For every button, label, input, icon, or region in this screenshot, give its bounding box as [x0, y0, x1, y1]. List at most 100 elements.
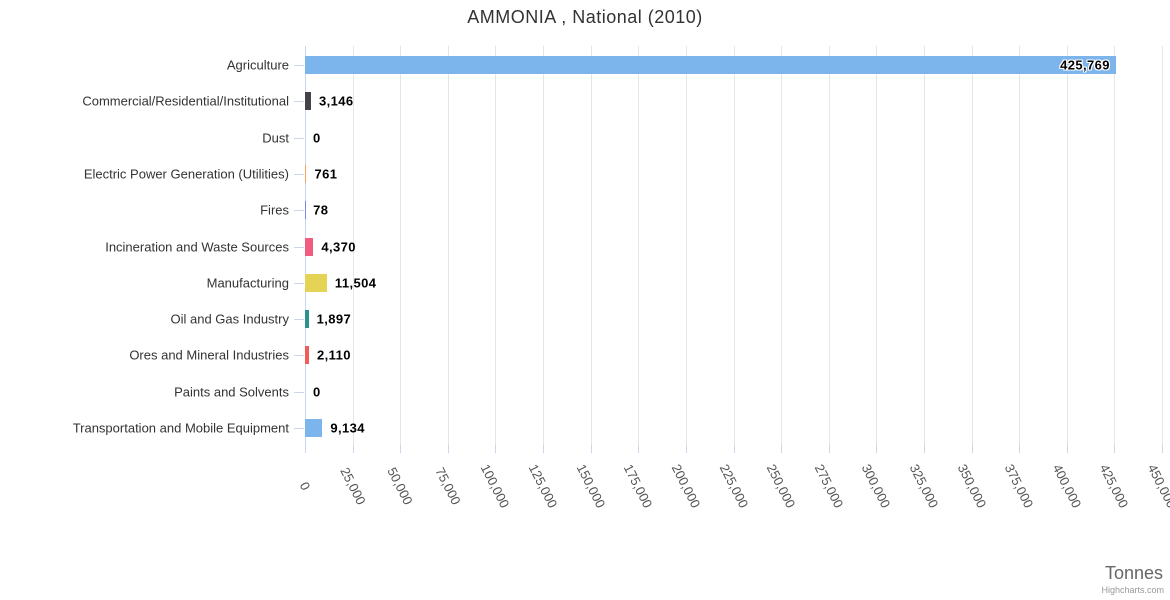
x-axis-tick	[685, 445, 687, 453]
category-tick	[294, 391, 304, 393]
category-label: Oil and Gas Industry	[170, 311, 290, 327]
x-axis-tick-label: 100,000	[478, 461, 513, 511]
grid-line	[923, 46, 925, 445]
category-tick	[294, 427, 304, 429]
x-axis-tick	[733, 445, 735, 453]
category-label: Agriculture	[226, 57, 289, 73]
x-axis-tick	[1162, 445, 1163, 453]
data-label: 2,110	[317, 347, 351, 363]
data-bar[interactable]	[305, 418, 323, 437]
x-axis-tick-label: 400,000	[1049, 461, 1085, 511]
category-label: Manufacturing	[206, 275, 289, 291]
x-axis-tick	[352, 445, 354, 453]
grid-line	[733, 46, 735, 445]
x-axis-tick	[876, 445, 878, 453]
x-axis-tick	[1019, 445, 1021, 453]
category-tick	[294, 282, 304, 284]
x-axis-tick-label: 50,000	[384, 464, 416, 508]
chart-title: AMMONIA , National (2010)	[467, 7, 703, 27]
x-axis-tick-label: 325,000	[906, 461, 942, 511]
category-label: Ores and Mineral Industries	[129, 347, 289, 363]
x-axis-tick-label: 175,000	[620, 461, 656, 511]
data-label: 11,504	[334, 275, 377, 291]
x-axis-tick-label: 350,000	[954, 461, 989, 511]
grid-line	[781, 46, 783, 445]
x-axis-tick-label: 450,000	[1144, 461, 1170, 511]
category-label: Commercial/Residential/Institutional	[82, 93, 289, 109]
data-label: 425,769	[1060, 57, 1110, 73]
data-label: 78	[313, 202, 329, 218]
x-axis-tick	[971, 445, 973, 453]
data-bar[interactable]	[305, 56, 1116, 75]
x-axis-tick-label: 275,000	[811, 461, 847, 511]
x-axis-tick-label: 25,000	[336, 464, 369, 508]
grid-line	[1114, 46, 1116, 445]
data-bar[interactable]	[305, 237, 314, 256]
grid-line	[971, 46, 973, 445]
data-bar[interactable]	[305, 310, 309, 329]
grid-line	[543, 46, 545, 445]
category-label: Incineration and Waste Sources	[105, 239, 289, 254]
data-bar[interactable]	[305, 164, 307, 183]
x-axis-tick	[1066, 445, 1068, 453]
data-label: 761	[314, 166, 338, 182]
x-axis-tick-label: 425,000	[1097, 461, 1132, 511]
grid-line	[638, 46, 640, 445]
x-axis-tick-label: 150,000	[573, 461, 609, 511]
category-tick	[294, 65, 304, 67]
data-label: 4,370	[321, 239, 356, 254]
data-label: 9,134	[330, 420, 365, 436]
x-axis-tick-label: 0	[296, 479, 314, 493]
category-tick	[294, 137, 304, 139]
x-axis-tick-label: 225,000	[716, 461, 751, 511]
grid-line	[1019, 46, 1021, 445]
x-axis-tick-label: 250,000	[763, 461, 799, 511]
grid-line	[352, 46, 354, 445]
data-bar[interactable]	[305, 92, 311, 111]
grid-line	[1162, 46, 1163, 445]
category-label: Electric Power Generation (Utilities)	[83, 166, 289, 182]
category-tick	[294, 355, 304, 357]
x-axis-tick	[923, 445, 925, 453]
x-axis-tick	[447, 445, 449, 453]
category-tick	[294, 246, 304, 248]
x-axis-tick-label: 125,000	[525, 461, 561, 511]
x-axis-tick-label: 75,000	[432, 464, 464, 508]
category-tick	[294, 319, 304, 321]
data-bar[interactable]	[305, 273, 327, 292]
category-tick	[294, 210, 304, 212]
x-axis-tick	[781, 445, 783, 453]
grid-line	[495, 46, 497, 445]
x-axis-tick-label: 300,000	[858, 461, 894, 511]
category-label: Dust	[262, 130, 289, 146]
highcharts-credit[interactable]: Highcharts.com	[1101, 585, 1164, 595]
category-tick	[294, 101, 304, 103]
x-axis-tick-label: 200,000	[668, 461, 704, 511]
grid-line	[876, 46, 878, 445]
data-bar[interactable]	[305, 346, 310, 365]
x-axis-tick	[638, 445, 640, 453]
grid-line	[685, 46, 687, 445]
category-label: Paints and Solvents	[174, 384, 289, 400]
data-label: 0	[313, 130, 321, 146]
data-label: 0	[313, 384, 321, 400]
grid-line	[828, 46, 830, 445]
x-axis-tick	[543, 445, 545, 453]
x-axis-tick	[400, 445, 402, 453]
grid-line	[1066, 46, 1068, 445]
category-tick	[294, 173, 304, 175]
category-label: Fires	[260, 202, 289, 218]
grid-line	[400, 46, 402, 445]
data-label: 1,897	[316, 311, 352, 327]
x-axis-tick	[495, 445, 497, 453]
x-axis-tick	[1114, 445, 1116, 453]
data-label: 3,146	[318, 93, 354, 109]
x-axis-tick	[305, 445, 306, 453]
category-label: Transportation and Mobile Equipment	[72, 420, 289, 436]
grid-line	[447, 46, 449, 445]
x-axis-tick	[590, 445, 592, 453]
x-axis-tick-label: 375,000	[1001, 461, 1037, 511]
x-axis-title: Tonnes	[1104, 563, 1163, 583]
x-axis-tick	[828, 445, 830, 453]
